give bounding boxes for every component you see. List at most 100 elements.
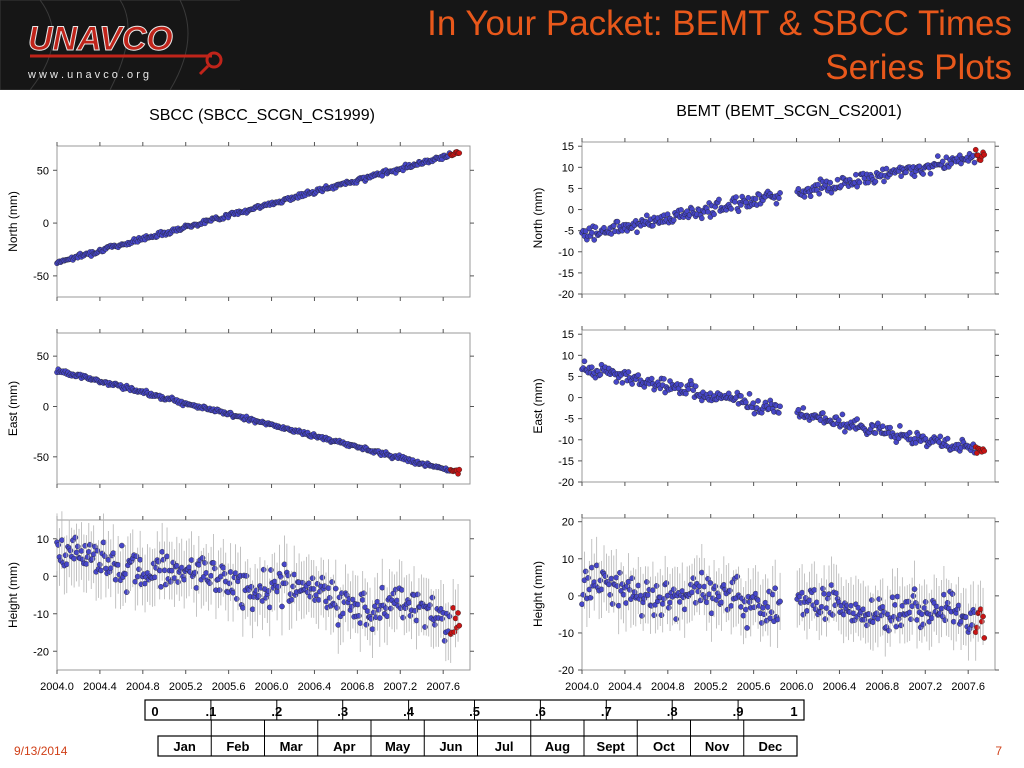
x-tick-label: 2006.4 [298,681,332,693]
fraction-label: 1 [790,704,797,719]
x-tick-label: 2006.0 [255,681,289,693]
data-point [872,430,879,436]
y-tick-label: -5 [564,414,574,426]
y-tick-label: 0 [568,591,574,603]
data-point [610,222,617,229]
y-tick-label: -20 [558,665,574,677]
y-tick-label: -50 [33,271,49,283]
data-point [777,190,783,196]
data-point [879,423,886,430]
x-tick-label: 2006.4 [823,681,857,693]
data-point [707,580,714,586]
fraction-label: .1 [205,704,216,719]
data-point [944,435,951,442]
data-point [613,379,620,385]
chart-panel-3: -20 -10 0 10 Height (mm) 2004.0 2004.4 2004.8 20… [6,511,474,693]
recent-data-point [981,448,988,454]
chart-title: BEMT (BEMT_SCGN_CS2001) [676,103,902,120]
slide-title-line2: Series Plots [825,48,1012,87]
x-tick-label: 2005.2 [694,681,728,693]
data-point [690,387,697,393]
data-point [948,160,955,167]
data-point [935,153,941,159]
y-axis-label: North (mm) [531,188,545,249]
y-tick-label: 10 [562,350,574,362]
plot-frame [581,141,996,295]
data-point [881,178,887,185]
data-point [750,400,756,406]
data-point [597,371,604,378]
data-point [588,364,595,371]
y-tick-label: -10 [33,609,49,621]
y-tick-label: 50 [37,351,49,363]
decoder-table: 0 .1 .2 .3 .4 .5 .6 .7 .8 .9 1 Jan Feb Mar Apr May Jun Ju… [144,699,805,757]
data-point [699,215,705,222]
data-point [733,194,739,200]
y-tick-label: 0 [568,393,574,405]
recent-data-point [980,613,986,620]
plot-frame [56,519,471,671]
x-tick-label: 2005.6 [737,681,771,693]
data-point [854,183,860,190]
data-point [777,598,783,605]
y-tick-label: -10 [558,435,574,447]
data-point [795,186,802,192]
plot-frame [581,329,996,483]
y-axis-label: East (mm) [6,381,20,436]
data-point [839,411,846,418]
data-points [54,511,463,663]
month-label: Nov [705,739,730,754]
recent-data-point [456,466,463,473]
plot-frame [56,145,471,298]
month-label: Jun [439,739,462,754]
footer-date: 9/13/2014 [14,744,68,758]
y-tick-label: 50 [37,165,49,177]
data-point [756,191,763,198]
data-point [911,586,918,592]
data-point [816,190,823,197]
recent-data-point [981,635,988,641]
data-point [856,179,863,186]
data-point [711,211,717,218]
data-point [581,358,588,365]
y-tick-label: -5 [564,226,574,238]
data-point [735,208,742,215]
y-tick-label: 15 [562,329,574,341]
x-tick-label: 2006.0 [780,681,814,693]
data-point [827,179,834,186]
data-point [751,410,758,417]
x-tick-label: 2004.4 [83,681,117,693]
data-point [279,603,285,610]
data-point [725,390,732,397]
data-point [807,193,814,200]
x-tick-label: 2004.4 [608,681,642,693]
y-tick-label: -15 [558,456,574,468]
y-tick-label: -20 [558,289,574,301]
y-tick-label: 10 [562,162,574,174]
recent-data-point [456,622,463,629]
x-tick-label: 2007.6 [426,681,460,693]
x-tick-label: 2007.2 [383,681,417,693]
data-point [678,381,684,388]
y-tick-label: 5 [568,183,574,195]
y-tick-label: -10 [558,628,574,640]
fraction-label: .3 [337,704,348,719]
fraction-label: .5 [469,704,480,719]
data-point [664,211,671,218]
data-point [872,178,879,185]
data-points [579,146,988,243]
data-point [332,585,339,592]
data-point [587,594,594,601]
fraction-label: 0 [151,704,158,719]
recent-data-point [981,151,988,158]
y-tick-label: 10 [37,534,49,546]
data-point [707,390,714,397]
data-point [614,218,621,225]
chart-panel-2: -50 0 50 East (mm) [6,329,474,488]
data-point [777,403,783,410]
y-tick-label: 20 [562,517,574,529]
data-point [644,212,650,219]
data-point [920,171,926,177]
x-tick-label: 2007.2 [908,681,942,693]
